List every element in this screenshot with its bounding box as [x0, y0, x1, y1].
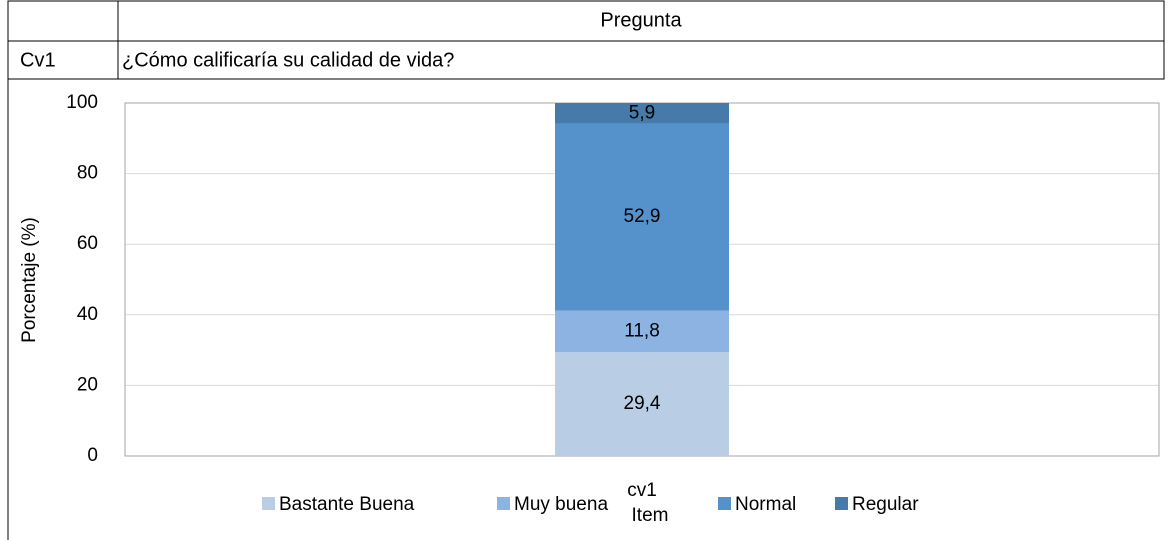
- legend-label: Muy buena: [514, 494, 608, 515]
- data-label: 11,8: [624, 320, 660, 341]
- y-tick-label: 60: [77, 233, 98, 254]
- bar-segment: [555, 310, 729, 353]
- data-label: 5,9: [629, 102, 655, 123]
- table-header: Pregunta: [600, 9, 682, 31]
- data-label: 52,9: [624, 206, 661, 227]
- bar-segment: [555, 103, 729, 124]
- legend-label: Normal: [735, 494, 796, 515]
- table-cell: Cv1: [20, 49, 56, 71]
- legend-swatch: [718, 497, 731, 510]
- legend-label: Bastante Buena: [279, 494, 415, 515]
- legend-swatch: [497, 497, 510, 510]
- data-label: 29,4: [624, 393, 661, 414]
- bar-segment: [555, 352, 729, 456]
- legend-swatch: [262, 497, 275, 510]
- legend-swatch: [835, 497, 848, 510]
- legend-label: Regular: [852, 494, 919, 515]
- x-tick-label: cv1: [627, 480, 657, 501]
- y-tick-label: 80: [77, 163, 98, 184]
- y-tick-label: 100: [66, 92, 98, 113]
- table-row: [7, 0, 1165, 42]
- y-tick-label: 40: [77, 304, 98, 325]
- table-row: [7, 40, 1165, 80]
- x-axis-title: Item: [632, 505, 669, 526]
- table-cell: ¿Cómo calificaría su calidad de vida?: [122, 49, 454, 71]
- y-tick-label: 0: [87, 445, 98, 466]
- y-axis-title: Porcentaje (%): [19, 217, 40, 343]
- bar-segment: [555, 123, 729, 311]
- y-tick-label: 20: [77, 374, 98, 395]
